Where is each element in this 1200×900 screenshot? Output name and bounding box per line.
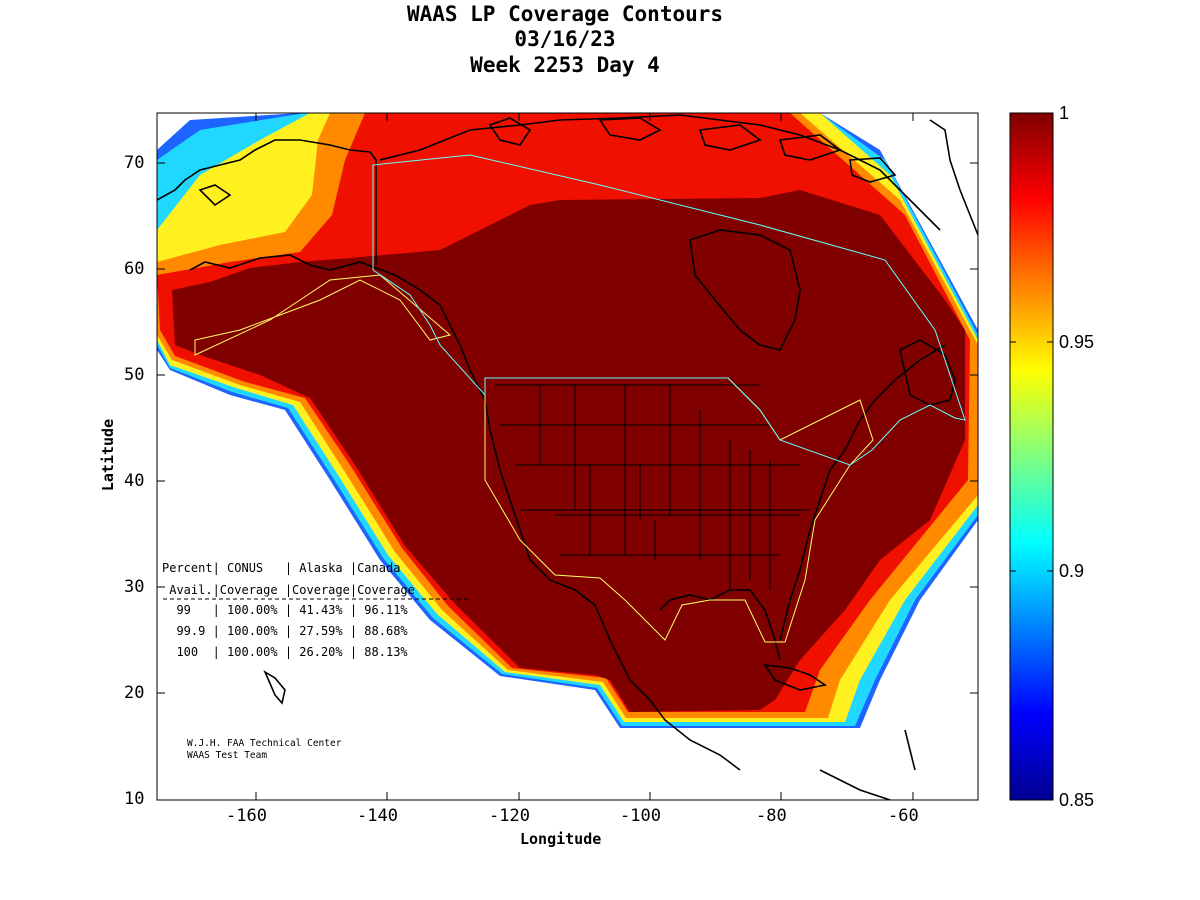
colorbar-ticks [1010,341,1053,572]
y-tick-label: 70 [124,153,145,173]
state-borders [495,384,810,590]
y-axis-title: Latitude [99,418,118,492]
x-tick-label: -160 [226,806,267,826]
coverage-table-row: 100 | 100.00% | 26.20% | 88.13% [162,645,408,659]
alaska-boundary [194,274,452,356]
y-tick-label: 20 [124,683,145,703]
chart-week-day: Week 2253 Day 4 [470,53,660,77]
credit-line: W.J.H. FAA Technical Center [187,738,342,749]
y-tick-label: 50 [124,365,145,385]
coverage-table-row: 99 | 100.00% | 41.43% | 96.11% [162,603,408,617]
x-axis-title: Longitude [520,830,602,848]
coverage-band-full [172,190,965,712]
chart-title: WAAS LP Coverage Contours [406,2,724,26]
x-tick-label: -100 [620,806,661,826]
x-tick-label: -140 [357,806,398,826]
coastlines [157,114,978,800]
coverage-map [157,113,978,800]
coverage-table-header-1: Percent| CONUS | Alaska |Canada [162,561,401,575]
colorbar-label: 0.85 [1059,790,1095,810]
credit-line: WAAS Test Team [187,750,268,761]
x-tick-label: -60 [888,806,919,826]
x-tick-label: -80 [756,806,787,826]
y-tick-label: 40 [124,471,145,491]
y-tick-label: 10 [124,789,145,809]
canada-boundary [372,154,966,466]
y-tick-label: 30 [124,577,145,597]
x-tick-label: -120 [489,806,530,826]
colorbar [1009,112,1054,801]
axis-ticks [157,113,978,800]
conus-alaska-boundary [484,377,874,643]
colorbar-label: 0.95 [1059,332,1095,352]
chart-date: 03/16/23 [514,27,616,51]
plot-frame [156,112,979,801]
coverage-table-row: 99.9 | 100.00% | 27.59% | 88.68% [162,624,408,638]
colorbar-label: 1 [1059,103,1070,123]
colorbar-label: 0.9 [1059,561,1085,581]
coverage-table-header-2: Avail.|Coverage |Coverage|Coverage [162,583,415,597]
y-tick-label: 60 [124,259,145,279]
